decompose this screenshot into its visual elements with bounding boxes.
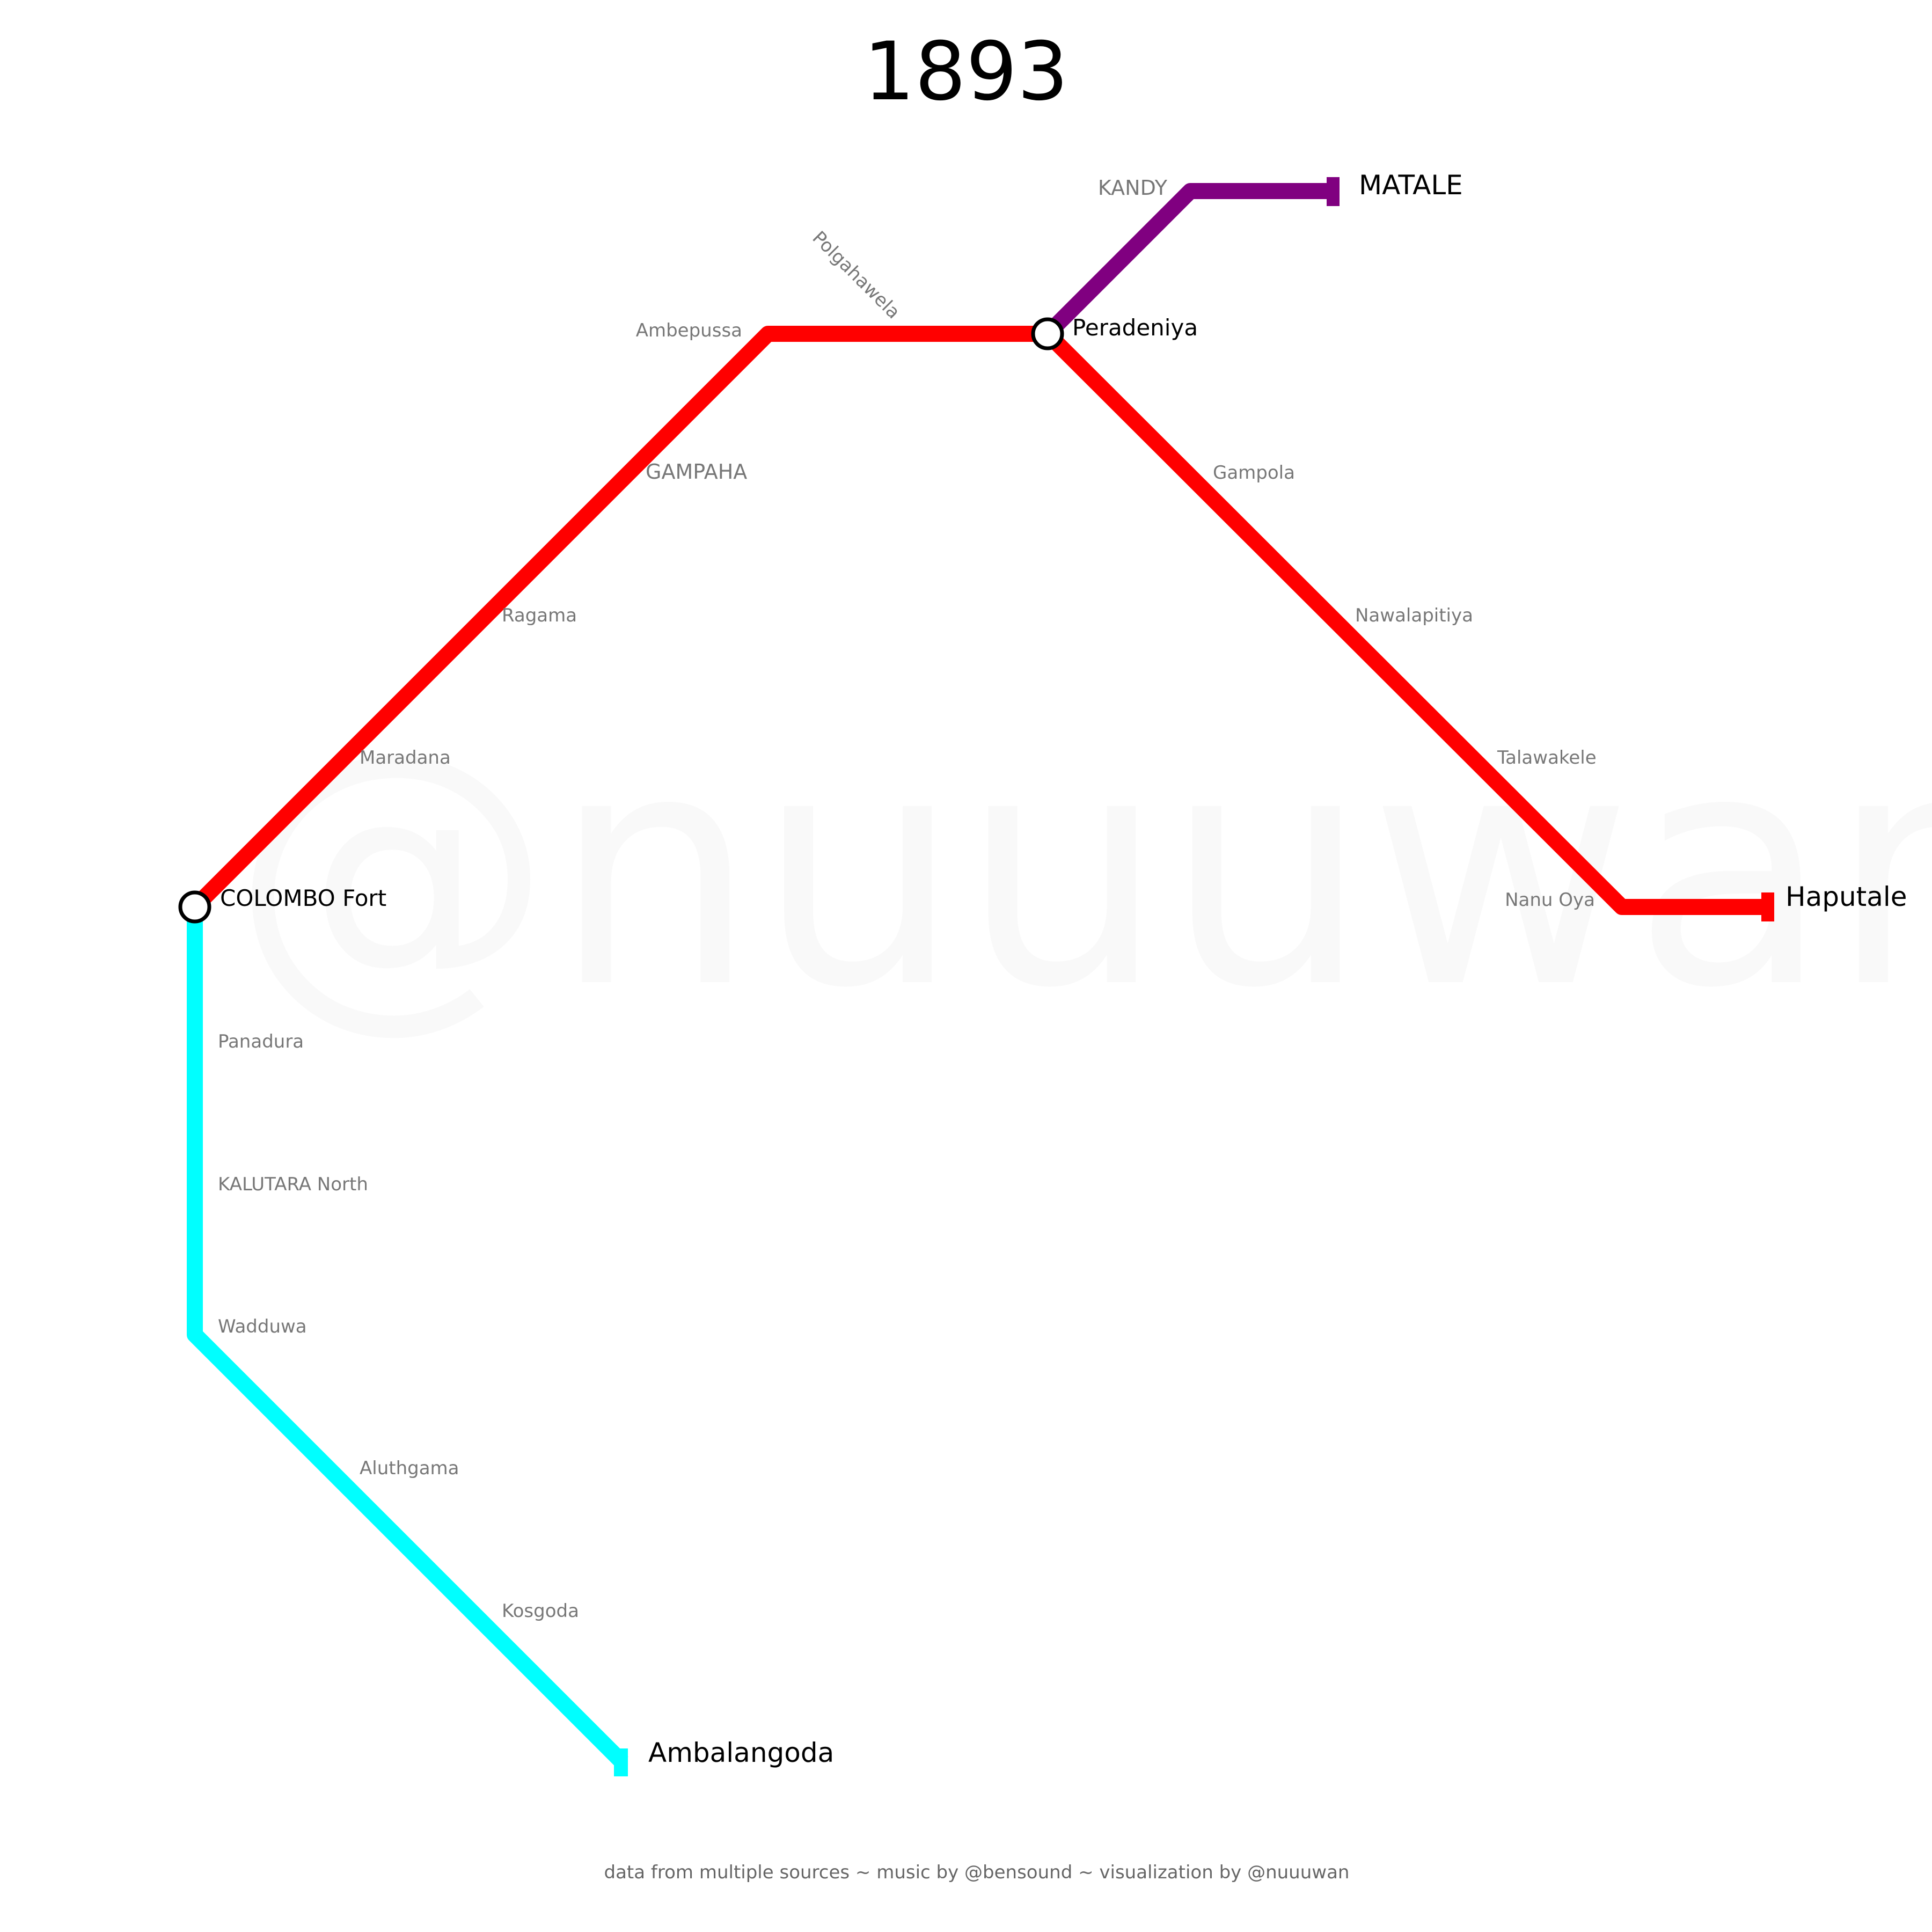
station-wadduwa: Wadduwa [218, 1316, 307, 1337]
station-maradana: Maradana [360, 747, 451, 769]
station-nawalapitiya: Nawalapitiya [1355, 605, 1473, 626]
map-title: 1893 [863, 25, 1069, 119]
station-gampaha: GAMPAHA [646, 460, 747, 484]
main-line-hill-section [1042, 328, 1771, 915]
station-aluthgama: Aluthgama [360, 1458, 459, 1479]
watermark: @nuuuwan [231, 683, 1932, 1058]
station-colombo-fort: COLOMBO Fort [220, 885, 386, 911]
station-peradeniya: Peradeniya [1072, 314, 1198, 341]
station-talawakele: Talawakele [1497, 747, 1597, 769]
matale-line [1042, 183, 1335, 340]
station-kandy: KANDY [1098, 176, 1168, 200]
station-matale: MATALE [1359, 170, 1463, 201]
peradeniya-junction-marker [1031, 317, 1064, 350]
footer-credits: data from multiple sources ~ music by @b… [604, 1862, 1350, 1883]
station-gampola: Gampola [1213, 462, 1295, 484]
station-panadura: Panadura [218, 1031, 304, 1052]
ambalangoda-terminus-cap [614, 1748, 628, 1776]
coast-line [187, 907, 628, 1768]
matale-terminus-cap [1327, 177, 1340, 206]
station-ragama: Ragama [502, 605, 577, 626]
colombo-fort-junction-marker [178, 890, 211, 924]
main-line [189, 326, 1048, 913]
station-ambalangoda: Ambalangoda [648, 1737, 834, 1768]
station-kosgoda: Kosgoda [502, 1600, 579, 1622]
station-nanu-oya: Nanu Oya [1505, 889, 1595, 911]
station-kalutara-north: KALUTARA North [218, 1174, 368, 1195]
station-haputale: Haputale [1785, 881, 1907, 912]
haputale-terminus-cap [1761, 892, 1774, 921]
station-ambepussa: Ambepussa [636, 320, 742, 341]
